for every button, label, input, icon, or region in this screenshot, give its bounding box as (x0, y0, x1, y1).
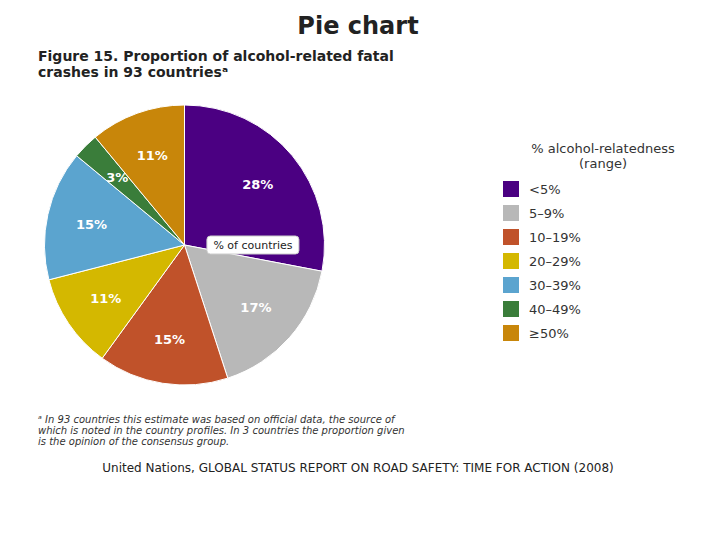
html-text:20–29%: 20–29% (529, 253, 581, 269)
html-text:40–49%: 40–49% (529, 301, 581, 317)
html-text:<5%: <5% (529, 181, 561, 197)
html-text:10–19%: 10–19% (529, 229, 581, 245)
svg-text:28%: 28% (242, 177, 273, 192)
html-text:Figure 15. Proportion of alcoh: Figure 15. Proportion of alcohol-related… (38, 48, 394, 80)
html-text:30–39%: 30–39% (529, 277, 581, 293)
svg-text:15%: 15% (76, 217, 107, 232)
svg-text:17%: 17% (240, 300, 271, 315)
html-text:% of countries: % of countries (213, 238, 293, 252)
html-text:ᵃ In 93 countries this estimat: ᵃ In 93 countries this estimate was base… (38, 414, 405, 447)
html-text:≥50%: ≥50% (529, 325, 569, 341)
html-text:Pie chart: Pie chart (297, 12, 419, 40)
html-text:5–9%: 5–9% (529, 205, 565, 221)
svg-text:11%: 11% (137, 148, 168, 163)
html-text:% alcohol-relatedness (range): % alcohol-relatedness (range) (531, 141, 675, 171)
svg-text:11%: 11% (90, 291, 121, 306)
svg-text:3%: 3% (106, 170, 128, 185)
html-text:United Nations, GLOBAL STATUS: United Nations, GLOBAL STATUS REPORT ON … (102, 461, 614, 475)
svg-text:15%: 15% (154, 332, 185, 347)
